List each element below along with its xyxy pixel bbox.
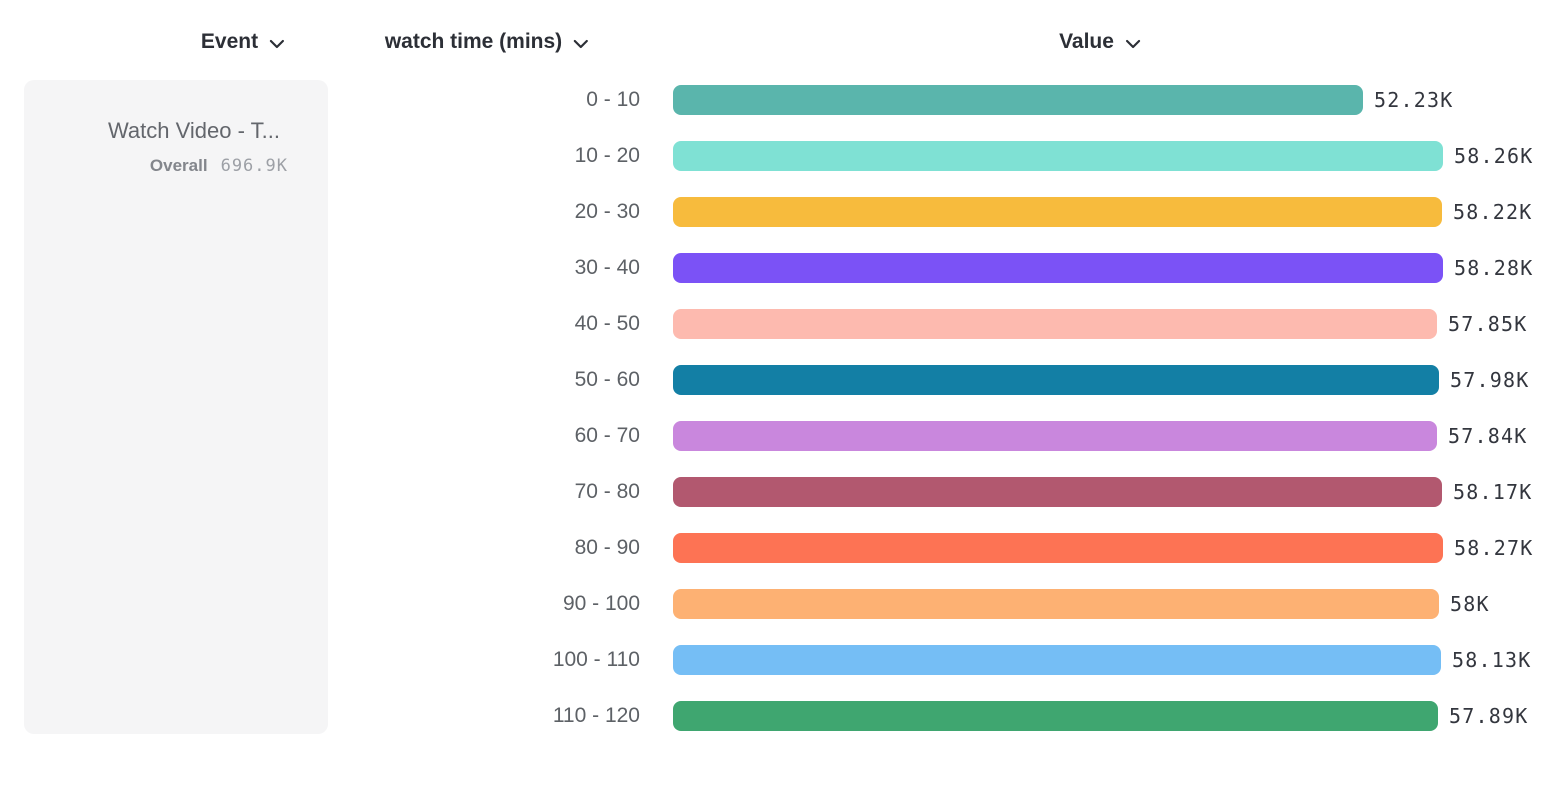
value-bar[interactable] bbox=[673, 589, 1439, 619]
bucket-label: 80 - 90 bbox=[574, 536, 640, 559]
bar-value-label: 58.28K bbox=[1454, 256, 1534, 280]
bar-row: 100 - 110 58.13K bbox=[0, 632, 1568, 688]
bar-value-label: 58.27K bbox=[1454, 536, 1534, 560]
bucket-label: 30 - 40 bbox=[574, 256, 640, 279]
bar-value-label: 57.84K bbox=[1448, 424, 1528, 448]
event-column-label: Event bbox=[200, 30, 259, 53]
bar-row: 20 - 30 58.22K bbox=[0, 184, 1568, 240]
bucket-label: 70 - 80 bbox=[574, 480, 640, 503]
event-column-header[interactable]: Event bbox=[201, 30, 285, 54]
bar-chart: 0 - 10 52.23K 10 - 20 58.26K 20 - 30 58.… bbox=[0, 72, 1568, 744]
bucket-label: 60 - 70 bbox=[574, 424, 640, 447]
bar-row: 10 - 20 58.26K bbox=[0, 128, 1568, 184]
value-bar[interactable] bbox=[673, 85, 1363, 115]
value-bar[interactable] bbox=[673, 141, 1443, 171]
bar-row: 90 - 100 58K bbox=[0, 576, 1568, 632]
bar-row: 110 - 120 57.89K bbox=[0, 688, 1568, 744]
bar-area: 58.13K bbox=[673, 645, 1531, 675]
bar-value-label: 52.23K bbox=[1374, 88, 1454, 112]
bar-area: 57.84K bbox=[673, 421, 1527, 451]
bucket-label: 100 - 110 bbox=[552, 648, 640, 671]
bar-row: 80 - 90 58.27K bbox=[0, 520, 1568, 576]
value-bar[interactable] bbox=[673, 421, 1437, 451]
value-bar[interactable] bbox=[673, 309, 1437, 339]
bar-row: 60 - 70 57.84K bbox=[0, 408, 1568, 464]
bucket-label: 0 - 10 bbox=[586, 88, 640, 111]
watch-time-column-header[interactable]: watch time (mins) bbox=[385, 30, 589, 54]
bar-row: 40 - 50 57.85K bbox=[0, 296, 1568, 352]
bar-area: 57.89K bbox=[673, 701, 1528, 731]
bar-area: 58K bbox=[673, 589, 1490, 619]
bar-row: 70 - 80 58.17K bbox=[0, 464, 1568, 520]
value-column-header[interactable]: Value bbox=[1059, 30, 1141, 54]
chevron-down-icon bbox=[1125, 39, 1141, 49]
bar-area: 52.23K bbox=[673, 85, 1453, 115]
bar-area: 57.85K bbox=[673, 309, 1527, 339]
bar-value-label: 57.89K bbox=[1449, 704, 1529, 728]
value-column-label: Value bbox=[1059, 30, 1114, 53]
bucket-label: 20 - 30 bbox=[574, 200, 640, 223]
value-bar[interactable] bbox=[673, 645, 1441, 675]
bar-value-label: 58.26K bbox=[1454, 144, 1534, 168]
bar-value-label: 57.85K bbox=[1448, 312, 1528, 336]
value-bar[interactable] bbox=[673, 701, 1438, 731]
bar-area: 58.27K bbox=[673, 533, 1533, 563]
value-bar[interactable] bbox=[673, 533, 1443, 563]
bar-value-label: 58K bbox=[1450, 592, 1490, 616]
event-card[interactable]: Watch Video - T... Overall 696.9K bbox=[24, 80, 328, 734]
bar-value-label: 58.13K bbox=[1452, 648, 1532, 672]
bar-area: 58.22K bbox=[673, 197, 1532, 227]
bar-row: 30 - 40 58.28K bbox=[0, 240, 1568, 296]
bucket-label: 50 - 60 bbox=[574, 368, 640, 391]
value-bar[interactable] bbox=[673, 365, 1439, 395]
bar-row: 50 - 60 57.98K bbox=[0, 352, 1568, 408]
bucket-label: 110 - 120 bbox=[552, 704, 640, 727]
chevron-down-icon bbox=[573, 39, 589, 49]
value-bar[interactable] bbox=[673, 197, 1442, 227]
event-overall-summary: Overall 696.9K bbox=[150, 156, 288, 176]
event-title: Watch Video - T... bbox=[107, 118, 280, 143]
bar-area: 58.28K bbox=[673, 253, 1533, 283]
overall-value: 696.9K bbox=[220, 156, 288, 176]
bucket-label: 90 - 100 bbox=[562, 592, 640, 615]
bar-row: 0 - 10 52.23K bbox=[0, 72, 1568, 128]
bar-value-label: 58.17K bbox=[1453, 480, 1533, 504]
chevron-down-icon bbox=[269, 39, 285, 49]
bar-value-label: 57.98K bbox=[1450, 368, 1530, 392]
bar-value-label: 58.22K bbox=[1453, 200, 1533, 224]
bar-area: 57.98K bbox=[673, 365, 1529, 395]
bucket-label: 10 - 20 bbox=[574, 144, 640, 167]
watch-time-column-label: watch time (mins) bbox=[384, 30, 563, 53]
bar-area: 58.17K bbox=[673, 477, 1532, 507]
bucket-label: 40 - 50 bbox=[574, 312, 640, 335]
value-bar[interactable] bbox=[673, 253, 1443, 283]
value-bar[interactable] bbox=[673, 477, 1442, 507]
overall-label: Overall bbox=[149, 156, 208, 175]
bar-area: 58.26K bbox=[673, 141, 1533, 171]
